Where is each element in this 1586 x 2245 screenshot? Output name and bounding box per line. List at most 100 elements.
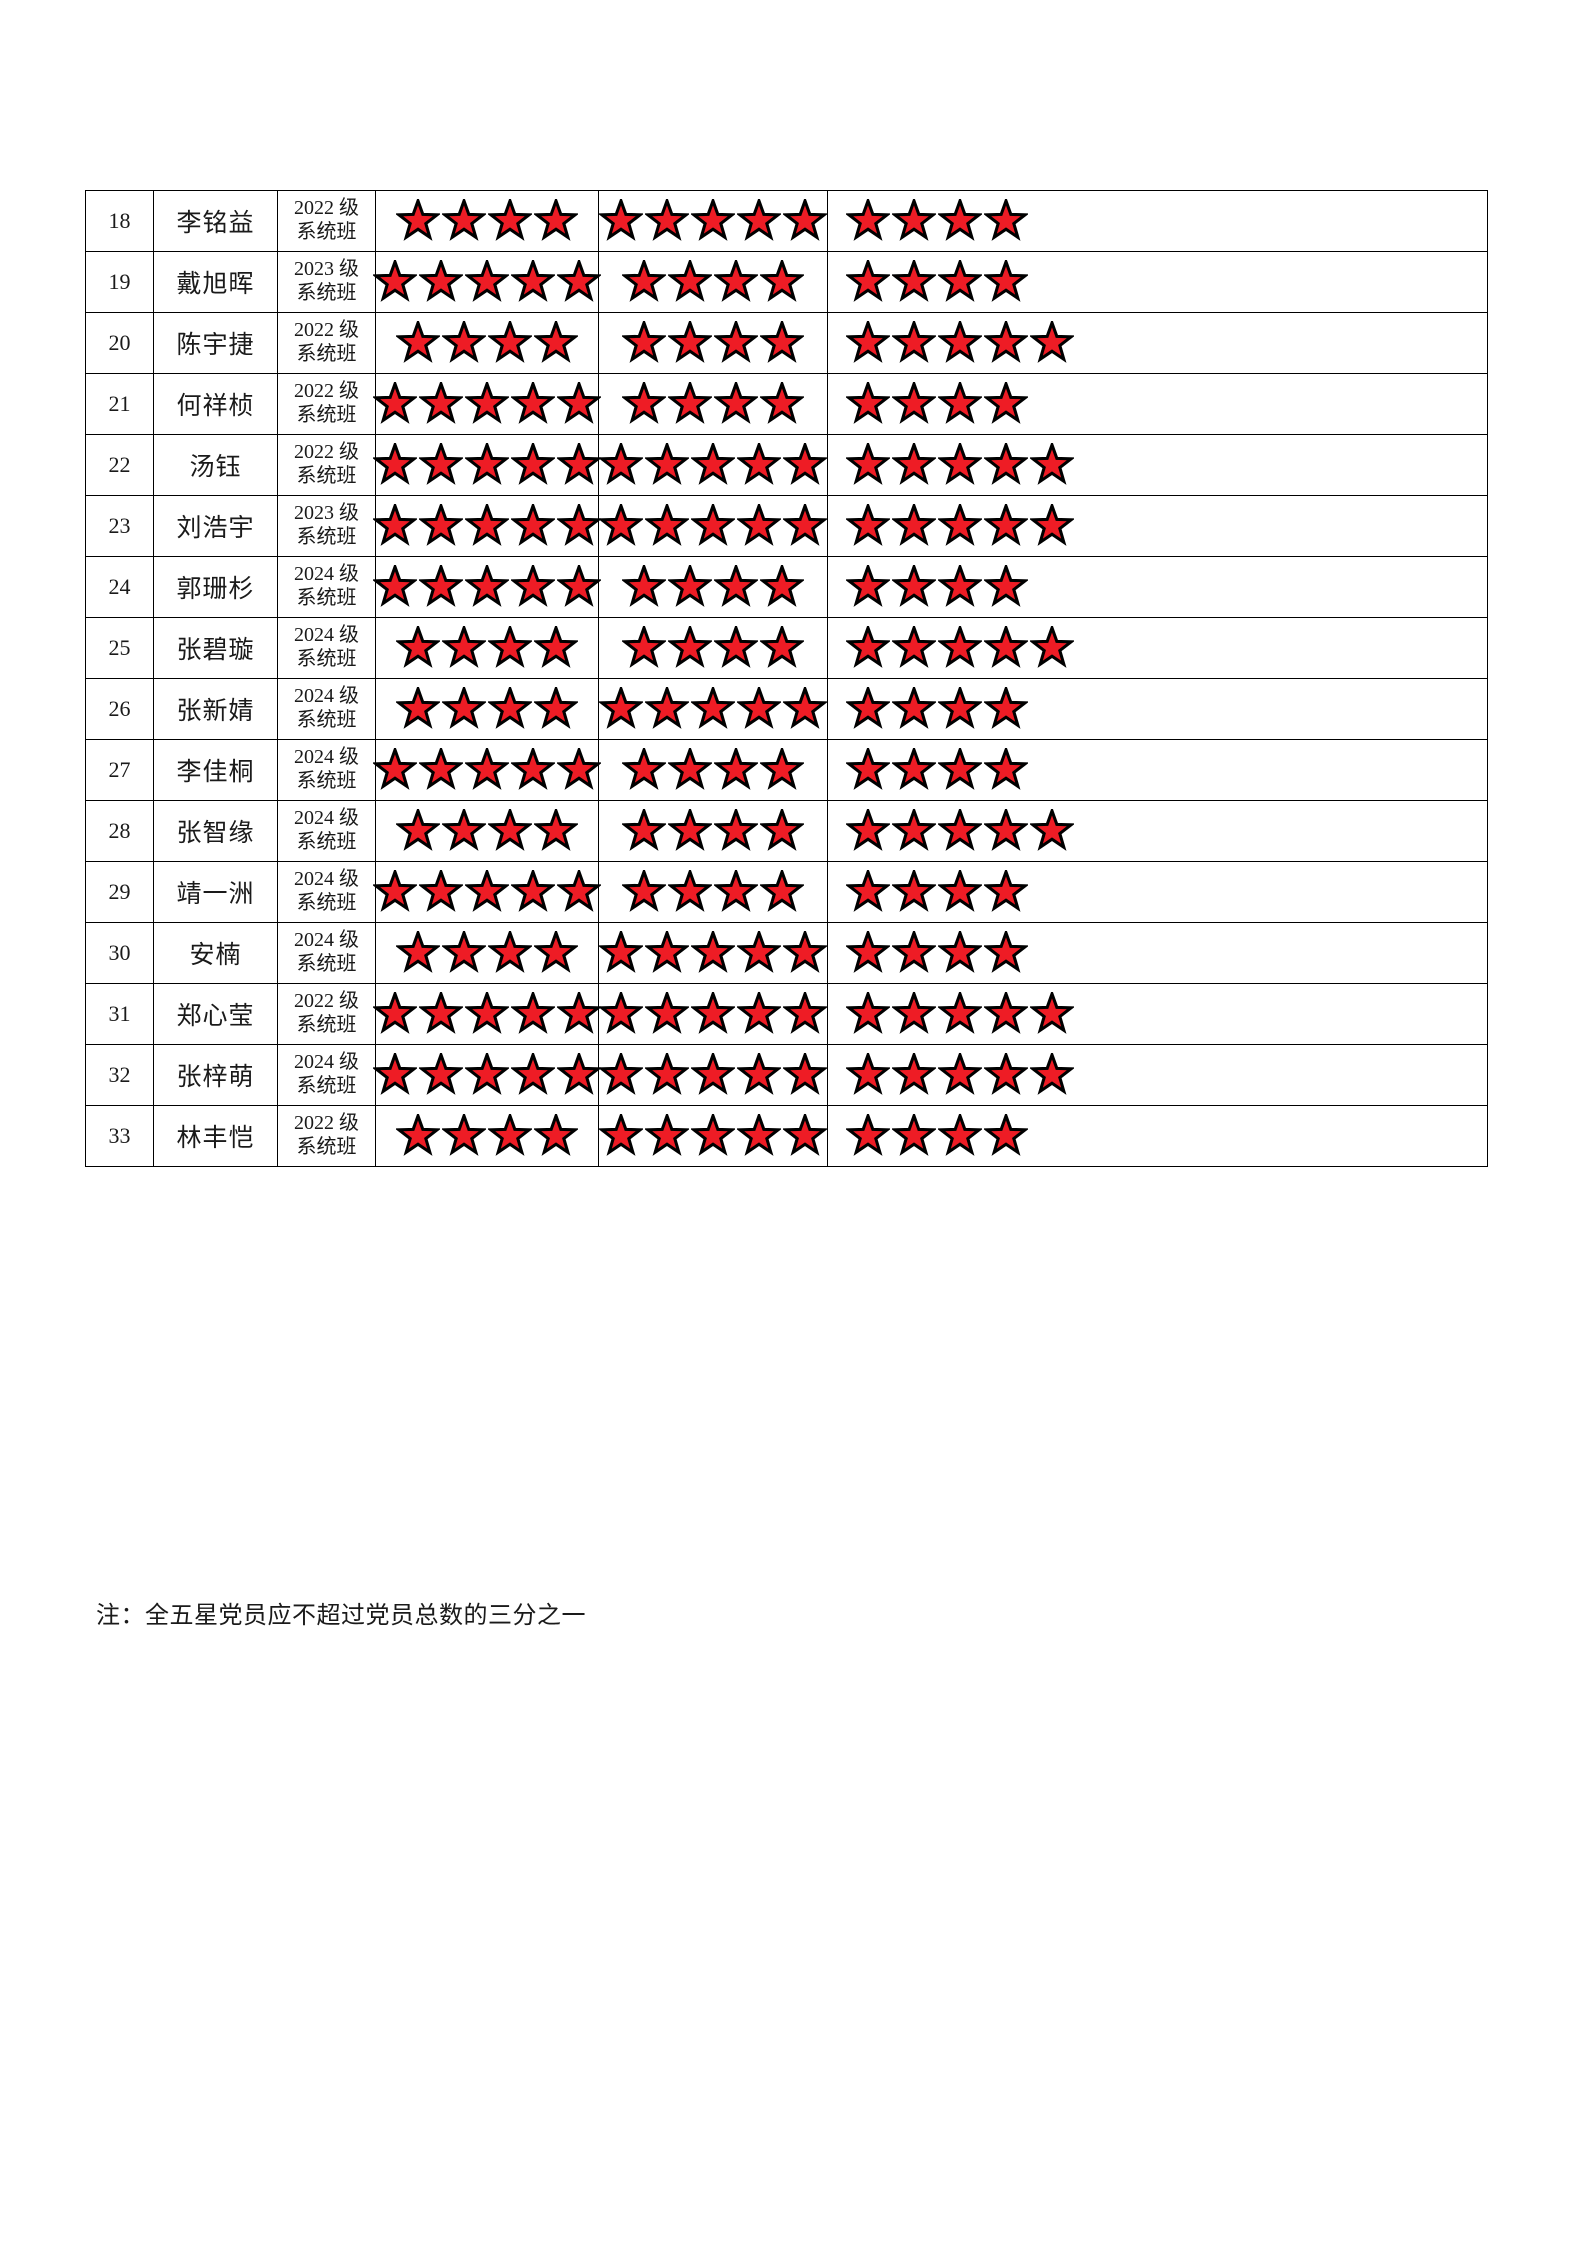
star-icon bbox=[760, 382, 804, 426]
member-name-label: 安楠 bbox=[189, 942, 242, 969]
star-rating-group bbox=[599, 435, 827, 495]
class-year-line: 2024 级 bbox=[294, 807, 359, 830]
star-icon bbox=[442, 931, 486, 975]
star-icon bbox=[645, 504, 689, 548]
star-icon bbox=[373, 443, 417, 487]
class-name-line: 系统班 bbox=[296, 831, 357, 853]
star-icon bbox=[737, 992, 781, 1036]
star-icon bbox=[373, 992, 417, 1036]
star-icon bbox=[668, 565, 712, 609]
star-icon bbox=[846, 809, 890, 853]
cell-star-rating-3 bbox=[827, 1105, 1488, 1167]
star-rating-group bbox=[828, 1106, 1487, 1166]
cell-name: 郑心莹 bbox=[153, 983, 278, 1045]
star-icon bbox=[892, 626, 936, 670]
star-icon bbox=[419, 748, 463, 792]
class-label: 2024 级系统班 bbox=[278, 563, 375, 610]
cell-index: 33 bbox=[85, 1105, 154, 1167]
cell-star-rating-2 bbox=[598, 1105, 828, 1167]
star-icon bbox=[465, 260, 509, 304]
star-icon bbox=[737, 1114, 781, 1158]
star-icon bbox=[488, 321, 532, 365]
cell-star-rating-1 bbox=[375, 800, 599, 862]
star-icon bbox=[938, 382, 982, 426]
star-icon bbox=[622, 626, 666, 670]
cell-index: 18 bbox=[85, 190, 154, 252]
star-rating-group bbox=[373, 862, 601, 922]
star-icon bbox=[760, 260, 804, 304]
star-icon bbox=[1030, 992, 1074, 1036]
member-name-label: 李佳桐 bbox=[176, 759, 255, 786]
cell-index: 29 bbox=[85, 861, 154, 923]
star-rating-group bbox=[828, 313, 1487, 373]
member-name-label: 靖一洲 bbox=[176, 881, 255, 908]
star-icon bbox=[511, 565, 555, 609]
star-icon bbox=[691, 1053, 735, 1097]
cell-index: 32 bbox=[85, 1044, 154, 1106]
star-icon bbox=[557, 260, 601, 304]
table-row: 32 张梓萌 2024 级系统班 bbox=[85, 1044, 1488, 1106]
cell-star-rating-2 bbox=[598, 312, 828, 374]
star-rating-group bbox=[376, 801, 598, 861]
star-icon bbox=[691, 443, 735, 487]
star-icon bbox=[599, 443, 643, 487]
cell-star-rating-1 bbox=[373, 1044, 601, 1106]
star-rating-group bbox=[599, 923, 827, 983]
star-icon bbox=[465, 748, 509, 792]
star-icon bbox=[760, 321, 804, 365]
cell-name: 陈宇捷 bbox=[153, 312, 278, 374]
star-icon bbox=[846, 199, 890, 243]
cell-star-rating-3 bbox=[827, 983, 1488, 1045]
star-icon bbox=[511, 382, 555, 426]
star-icon bbox=[1030, 626, 1074, 670]
cell-class: 2024 级系统班 bbox=[277, 861, 376, 923]
star-icon bbox=[488, 931, 532, 975]
star-rating-group bbox=[599, 374, 827, 434]
star-icon bbox=[737, 199, 781, 243]
star-icon bbox=[938, 504, 982, 548]
star-icon bbox=[373, 870, 417, 914]
cell-class: 2024 级系统班 bbox=[277, 739, 376, 801]
table-row: 28 张智缘 2024 级系统班 bbox=[85, 800, 1488, 862]
star-icon bbox=[760, 809, 804, 853]
cell-name: 林丰恺 bbox=[153, 1105, 278, 1167]
class-label: 2024 级系统班 bbox=[278, 746, 375, 793]
star-icon bbox=[511, 992, 555, 1036]
cell-index: 28 bbox=[85, 800, 154, 862]
star-rating-group bbox=[828, 435, 1487, 495]
cell-star-rating-1 bbox=[375, 678, 599, 740]
star-icon bbox=[419, 504, 463, 548]
star-rating-group bbox=[828, 618, 1487, 678]
row-index-label: 21 bbox=[108, 390, 131, 416]
star-icon bbox=[557, 992, 601, 1036]
star-icon bbox=[892, 809, 936, 853]
star-icon bbox=[714, 260, 758, 304]
class-label: 2024 级系统班 bbox=[278, 868, 375, 915]
star-rating-group bbox=[376, 191, 598, 251]
cell-star-rating-1 bbox=[373, 739, 601, 801]
star-icon bbox=[534, 687, 578, 731]
star-icon bbox=[984, 443, 1028, 487]
star-icon bbox=[760, 626, 804, 670]
cell-class: 2024 级系统班 bbox=[277, 800, 376, 862]
cell-name: 戴旭晖 bbox=[153, 251, 278, 313]
class-name-line: 系统班 bbox=[296, 648, 357, 670]
star-icon bbox=[783, 443, 827, 487]
star-rating-group bbox=[599, 252, 827, 312]
star-icon bbox=[984, 382, 1028, 426]
star-icon bbox=[599, 1053, 643, 1097]
star-icon bbox=[668, 260, 712, 304]
class-label: 2022 级系统班 bbox=[278, 441, 375, 488]
star-icon bbox=[511, 504, 555, 548]
member-name-label: 汤钰 bbox=[189, 454, 242, 481]
cell-star-rating-2 bbox=[598, 800, 828, 862]
star-rating-group bbox=[373, 374, 601, 434]
star-rating-group bbox=[373, 557, 601, 617]
cell-name: 汤钰 bbox=[153, 434, 278, 496]
table-row: 19 戴旭晖 2023 级系统班 bbox=[85, 251, 1488, 313]
star-icon bbox=[691, 931, 735, 975]
star-icon bbox=[984, 321, 1028, 365]
member-name-label: 张智缘 bbox=[176, 820, 255, 847]
star-icon bbox=[511, 260, 555, 304]
table-row: 30 安楠 2024 级系统班 bbox=[85, 922, 1488, 984]
